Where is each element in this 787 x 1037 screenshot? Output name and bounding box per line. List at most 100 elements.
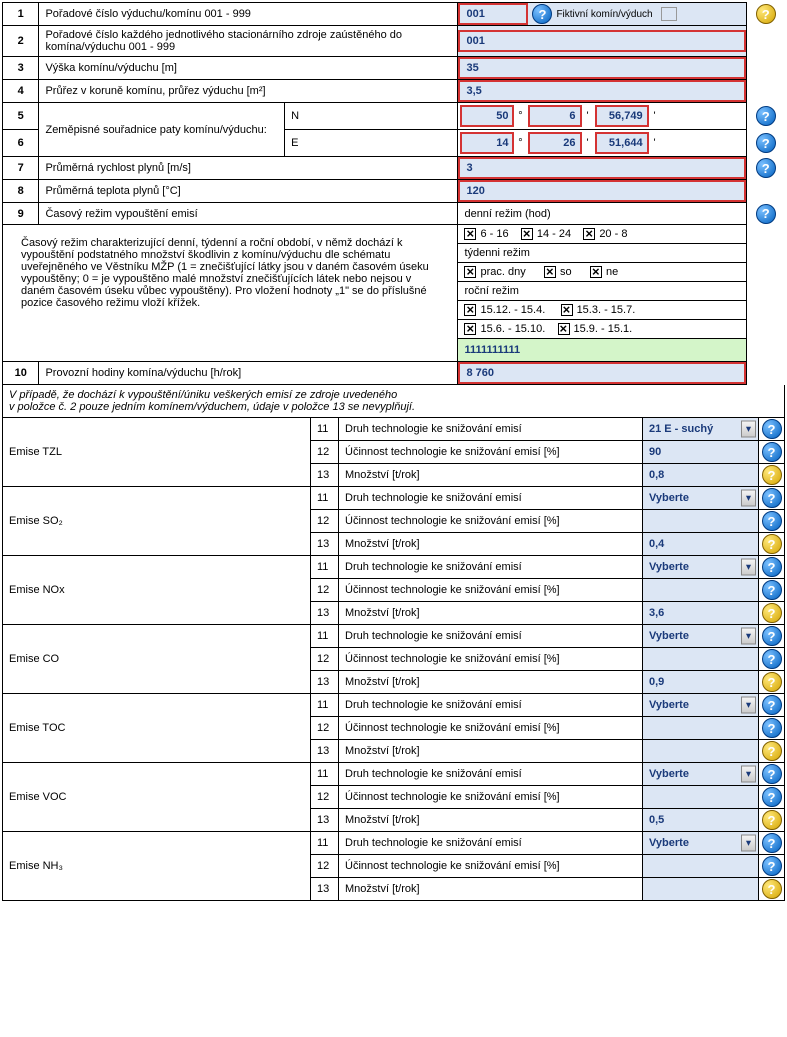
dropdown-icon[interactable]: ▾ (741, 490, 756, 507)
tech-select[interactable]: 21 E - suchý▾ (643, 418, 759, 441)
checkbox[interactable] (464, 323, 476, 335)
row-label: Časový režim vypouštění emisí (39, 203, 458, 225)
help-icon[interactable]: ? (762, 833, 782, 853)
sub-num: 12 (311, 648, 339, 671)
checkbox[interactable] (521, 228, 533, 240)
row-num: 3 (3, 57, 39, 80)
sub-num: 11 (311, 556, 339, 579)
input-teplota[interactable]: 120 (458, 180, 746, 202)
input-provozni-hodiny[interactable]: 8 760 (458, 362, 746, 384)
checkbox[interactable] (544, 266, 556, 278)
input-vyska[interactable]: 35 (458, 57, 746, 79)
emise-name: Emise CO (3, 625, 311, 694)
coord-n-sec[interactable]: 56,749 (595, 105, 649, 127)
coord-n-min[interactable]: 6 (528, 105, 582, 127)
sub-label: Účinnost technologie ke snižování emisí … (339, 441, 643, 464)
row-num: 8 (3, 180, 39, 203)
sub-num: 12 (311, 786, 339, 809)
quantity-value[interactable]: 0,5 (643, 809, 759, 832)
sub-label: Druh technologie ke snižování emisí (339, 556, 643, 579)
sub-label: Účinnost technologie ke snižování emisí … (339, 855, 643, 878)
help-icon[interactable]: ? (762, 764, 782, 784)
row-label: Průměrná teplota plynů [°C] (39, 180, 458, 203)
emise-name: Emise NH₃ (3, 832, 311, 901)
help-icon[interactable]: ? (762, 442, 782, 462)
help-icon[interactable]: ? (762, 626, 782, 646)
help-icon[interactable]: ? (762, 534, 782, 554)
emise-name: Emise TZL (3, 418, 311, 487)
sub-label: Účinnost technologie ke snižování emisí … (339, 786, 643, 809)
input-poradove-cislo[interactable]: 001 (458, 3, 528, 25)
help-icon[interactable]: ? (762, 511, 782, 531)
efficiency-value[interactable] (643, 786, 759, 809)
tech-select[interactable]: Vyberte▾ (643, 487, 759, 510)
tech-select[interactable]: Vyberte▾ (643, 625, 759, 648)
coord-e-sec[interactable]: 51,644 (595, 132, 649, 154)
help-icon[interactable]: ? (756, 204, 776, 224)
input-zdroj[interactable]: 001 (458, 30, 746, 52)
coord-n-deg[interactable]: 50 (460, 105, 514, 127)
help-icon[interactable]: ? (762, 465, 782, 485)
quantity-value[interactable]: 0,8 (643, 464, 759, 487)
help-icon[interactable]: ? (756, 158, 776, 178)
row-label: Pořadové číslo výduchu/komínu 001 - 999 (39, 3, 458, 26)
quantity-value[interactable] (643, 740, 759, 763)
efficiency-value[interactable] (643, 510, 759, 533)
checkbox[interactable] (464, 266, 476, 278)
help-icon[interactable]: ? (762, 787, 782, 807)
quantity-value[interactable] (643, 878, 759, 901)
sub-label: Množství [t/rok] (339, 671, 643, 694)
dropdown-icon[interactable]: ▾ (741, 559, 756, 576)
help-icon[interactable]: ? (756, 133, 776, 153)
help-icon[interactable]: ? (762, 603, 782, 623)
checkbox[interactable] (558, 323, 570, 335)
quantity-value[interactable]: 0,9 (643, 671, 759, 694)
row-num: 10 (3, 362, 39, 385)
checkbox[interactable] (561, 304, 573, 316)
efficiency-value[interactable] (643, 579, 759, 602)
efficiency-value[interactable] (643, 855, 759, 878)
fiktivni-checkbox[interactable] (661, 7, 677, 21)
tech-select[interactable]: Vyberte▾ (643, 832, 759, 855)
quantity-value[interactable]: 3,6 (643, 602, 759, 625)
coord-e-min[interactable]: 26 (528, 132, 582, 154)
tech-select[interactable]: Vyberte▾ (643, 556, 759, 579)
help-icon[interactable]: ? (762, 810, 782, 830)
checkbox[interactable] (590, 266, 602, 278)
dropdown-icon[interactable]: ▾ (741, 628, 756, 645)
dropdown-icon[interactable]: ▾ (741, 766, 756, 783)
checkbox[interactable] (583, 228, 595, 240)
sub-num: 12 (311, 510, 339, 533)
help-icon[interactable]: ? (762, 419, 782, 439)
help-icon[interactable]: ? (756, 4, 776, 24)
help-icon[interactable]: ? (762, 856, 782, 876)
help-icon[interactable]: ? (762, 557, 782, 577)
help-icon[interactable]: ? (762, 649, 782, 669)
help-icon[interactable]: ? (756, 106, 776, 126)
help-icon[interactable]: ? (762, 879, 782, 899)
dropdown-icon[interactable]: ▾ (741, 421, 756, 438)
help-icon[interactable]: ? (762, 718, 782, 738)
coord-e-deg[interactable]: 14 (460, 132, 514, 154)
input-rychlost[interactable]: 3 (458, 157, 746, 179)
efficiency-value[interactable]: 90 (643, 441, 759, 464)
efficiency-value[interactable] (643, 717, 759, 740)
regime-denni-label: denní režim (hod) (458, 203, 747, 225)
tech-select[interactable]: Vyberte▾ (643, 694, 759, 717)
help-icon[interactable]: ? (762, 580, 782, 600)
tech-select[interactable]: Vyberte▾ (643, 763, 759, 786)
help-icon[interactable]: ? (762, 741, 782, 761)
quantity-value[interactable]: 0,4 (643, 533, 759, 556)
input-prurez[interactable]: 3,5 (458, 80, 746, 102)
help-icon[interactable]: ? (762, 488, 782, 508)
sub-num: 11 (311, 418, 339, 441)
dropdown-icon[interactable]: ▾ (741, 697, 756, 714)
dropdown-icon[interactable]: ▾ (741, 835, 756, 852)
row-num: 2 (3, 26, 39, 57)
help-icon[interactable]: ? (532, 4, 552, 24)
help-icon[interactable]: ? (762, 695, 782, 715)
efficiency-value[interactable] (643, 648, 759, 671)
help-icon[interactable]: ? (762, 672, 782, 692)
checkbox[interactable] (464, 304, 476, 316)
checkbox[interactable] (464, 228, 476, 240)
